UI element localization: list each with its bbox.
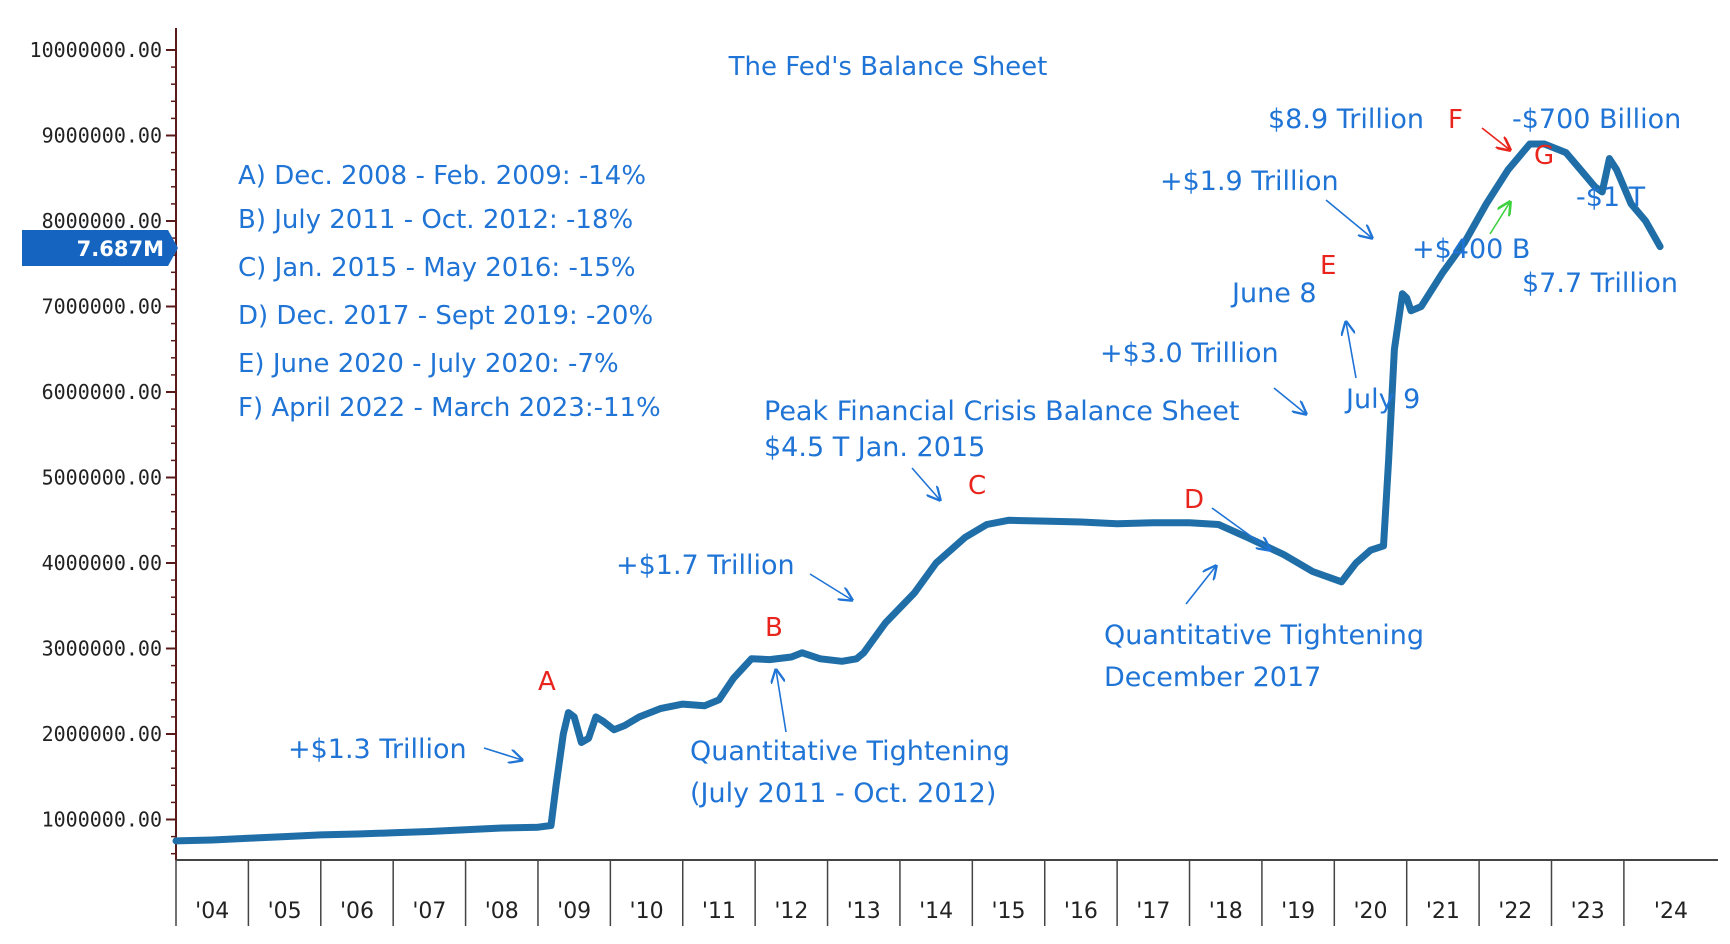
x-tick-label: '09 — [557, 899, 591, 924]
y-tick-label: 6000000.00 — [42, 380, 162, 404]
annotation-plus-1-7: +$1.7 Trillion — [616, 550, 795, 581]
arrow-plus-1-7 — [809, 573, 852, 600]
annotation-end-7-7: $7.7 Trillion — [1522, 268, 1678, 299]
y-tick-label: 9000000.00 — [42, 124, 162, 148]
arrow-plus-400 — [1489, 202, 1510, 235]
x-tick-label: '04 — [195, 899, 229, 924]
y-ticks: 1000000.00 2000000.00 3000000.00 4000000.00… — [30, 38, 176, 855]
y-tick-label: 4000000.00 — [42, 551, 162, 575]
annotation-peak-line1: Peak Financial Crisis Balance Sheet — [764, 396, 1240, 427]
x-tick-label: '08 — [485, 899, 519, 924]
letter-b: B — [765, 613, 783, 643]
legend-line-c: C) Jan. 2015 - May 2016: -15% — [238, 253, 636, 283]
x-tick-label: '11 — [702, 899, 736, 924]
y-tick-label: 3000000.00 — [42, 637, 162, 661]
annotation-plus-3-0: +$3.0 Trillion — [1100, 338, 1279, 369]
annotation-peak-8-9: $8.9 Trillion — [1268, 104, 1424, 135]
arrow-minus-700 — [1481, 127, 1510, 150]
annotation-qt1-line1: Quantitative Tightening — [690, 736, 1010, 767]
arrow-plus-1-9 — [1325, 199, 1372, 238]
arrow-d — [1211, 507, 1270, 550]
letter-c: C — [968, 471, 986, 501]
x-tick-label: '23 — [1571, 899, 1605, 924]
letter-e: E — [1320, 251, 1336, 281]
legend-line-a: A) Dec. 2008 - Feb. 2009: -14% — [238, 161, 646, 191]
x-tick-label: '15 — [992, 899, 1026, 924]
last-value-badge: 7.687M — [22, 230, 178, 266]
annotation-arrows — [483, 127, 1510, 760]
arrow-plus-1-3 — [483, 747, 522, 760]
event-letters: A B C D E F G — [538, 105, 1554, 697]
letter-f: F — [1448, 105, 1463, 135]
y-tick-label: 10000000.00 — [30, 38, 162, 62]
legend-line-e: E) June 2020 - July 2020: -7% — [238, 349, 619, 379]
x-tick-label: '12 — [774, 899, 808, 924]
annotation-plus-400: +$400 B — [1412, 234, 1530, 265]
x-tick-label: '19 — [1281, 899, 1315, 924]
y-tick-label: 5000000.00 — [42, 466, 162, 490]
letter-a: A — [538, 667, 556, 697]
y-tick-label: 1000000.00 — [42, 808, 162, 832]
annotation-plus-1-3: +$1.3 Trillion — [288, 734, 467, 765]
y-tick-label: 7000000.00 — [42, 295, 162, 319]
annotation-plus-1-9: +$1.9 Trillion — [1160, 166, 1339, 197]
arrow-peak — [911, 467, 940, 500]
annotation-qt2-line2: December 2017 — [1104, 662, 1321, 693]
last-value-badge-text: 7.687M — [77, 237, 164, 261]
x-tick-label: '21 — [1426, 899, 1460, 924]
x-tick-label: '24 — [1654, 899, 1688, 924]
annotation-minus-1t: -$1 T — [1576, 182, 1646, 213]
annotation-peak-line2: $4.5 T Jan. 2015 — [764, 432, 985, 463]
letter-d: D — [1184, 485, 1204, 515]
legend-line-d: D) Dec. 2017 - Sept 2019: -20% — [238, 301, 653, 331]
y-tick-label: 8000000.00 — [42, 209, 162, 233]
arrow-plus-3-0 — [1273, 387, 1306, 414]
x-tick-label: '20 — [1353, 899, 1387, 924]
annotation-qt1-line2: (July 2011 - Oct. 2012) — [690, 778, 996, 809]
annotations: +$1.3 Trillion Quantitative Tightening (… — [288, 104, 1681, 809]
letter-g: G — [1534, 141, 1554, 171]
legend: A) Dec. 2008 - Feb. 2009: -14% B) July 2… — [238, 161, 661, 423]
x-tick-label: '07 — [412, 899, 446, 924]
x-tick-label: '18 — [1209, 899, 1243, 924]
annotation-qt2-line1: Quantitative Tightening — [1104, 620, 1424, 651]
legend-line-f: F) April 2022 - March 2023:-11% — [238, 393, 661, 423]
chart-title: The Fed's Balance Sheet — [728, 52, 1048, 82]
annotation-minus-700: -$700 Billion — [1512, 104, 1681, 135]
x-tick-label: '05 — [268, 899, 302, 924]
x-tick-label: '14 — [919, 899, 953, 924]
annotation-july9: July 9 — [1344, 384, 1420, 415]
legend-line-b: B) July 2011 - Oct. 2012: -18% — [238, 205, 633, 235]
series-line — [172, 140, 1664, 845]
annotation-june8: June 8 — [1230, 278, 1317, 309]
x-ticks: '04 '05 '06 '07 '08 '09 '10 '11 '12 '13 '14 '15 '16 '… — [175, 860, 1688, 926]
arrow-qt1 — [776, 670, 787, 733]
x-tick-label: '10 — [630, 899, 664, 924]
x-tick-label: '22 — [1498, 899, 1532, 924]
x-tick-label: '13 — [847, 899, 881, 924]
y-tick-label: 2000000.00 — [42, 722, 162, 746]
arrow-july9 — [1346, 322, 1357, 379]
arrow-qt2 — [1185, 566, 1216, 605]
x-tick-label: '06 — [340, 899, 374, 924]
x-tick-label: '17 — [1136, 899, 1170, 924]
x-tick-label: '16 — [1064, 899, 1098, 924]
